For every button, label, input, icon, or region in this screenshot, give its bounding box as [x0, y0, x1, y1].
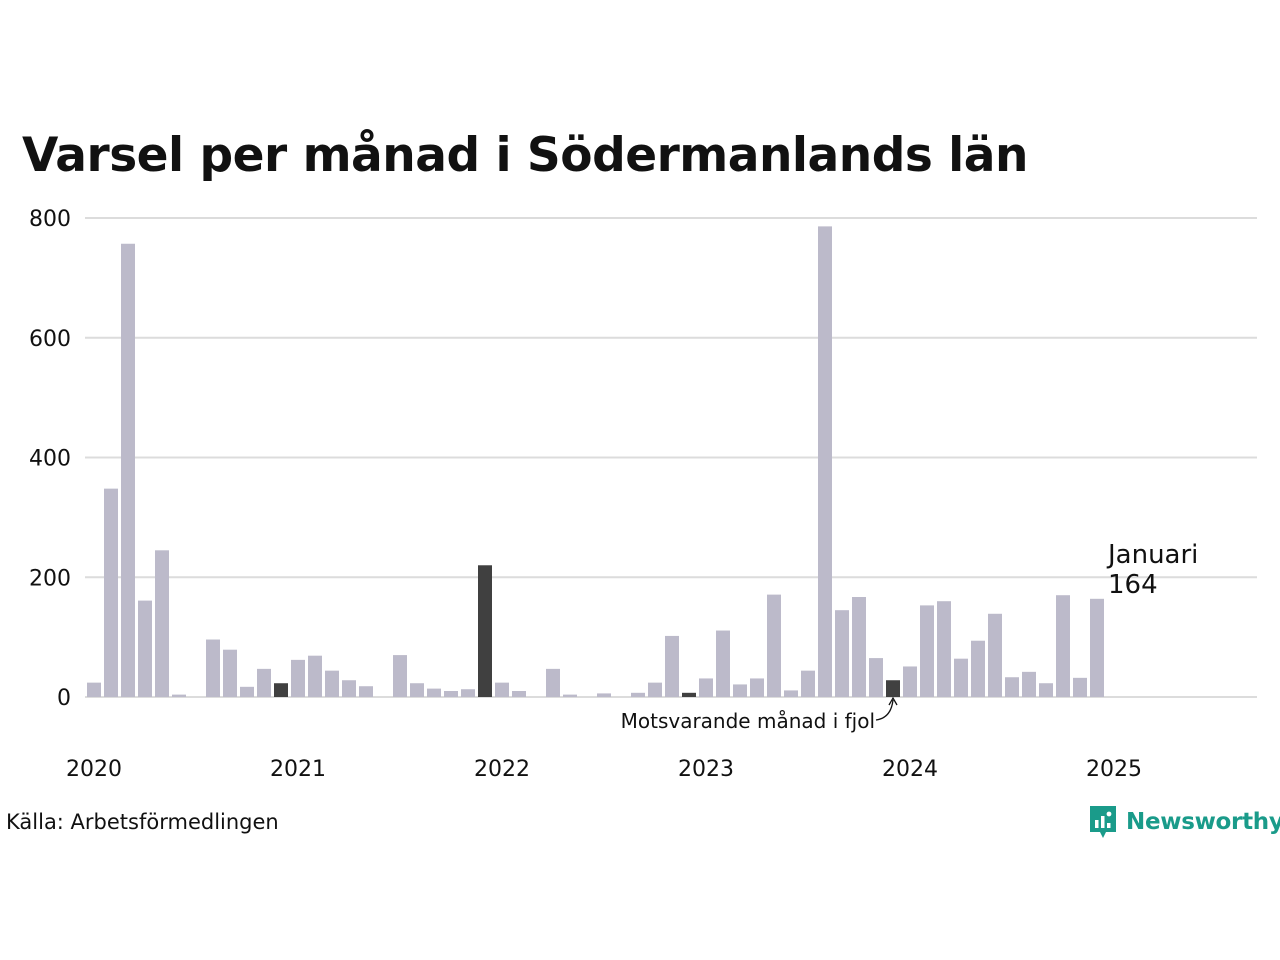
bar-2020-11 — [257, 668, 271, 697]
y-tick-label: 400 — [29, 447, 71, 472]
x-tick-label: 2022 — [474, 757, 530, 782]
bar-2023-04 — [750, 678, 764, 697]
bar-2023-08 — [818, 226, 832, 697]
bar-2024-10 — [1056, 595, 1070, 697]
y-axis-ticks: 0 200 400 600 800 — [29, 207, 71, 711]
bar-2021-12 — [478, 565, 492, 697]
comparison-annotation: Motsvarande månad i fjol — [621, 709, 875, 733]
y-tick-label: 800 — [29, 207, 71, 232]
annotation-arrow — [875, 699, 894, 721]
bar-2024-08 — [1022, 671, 1036, 697]
bar-2024-05 — [971, 640, 985, 697]
bar-2022-09 — [631, 692, 645, 697]
brand-name: Newsworthy — [1126, 809, 1280, 835]
bar-2020-09 — [223, 649, 237, 697]
bar-2020-10 — [240, 686, 254, 697]
bar-2020-08 — [206, 639, 220, 697]
x-axis-ticks: 2020 2021 2022 2023 2024 2025 — [66, 757, 1142, 782]
annotation-arrowhead — [888, 696, 898, 706]
bar-2021-07 — [393, 655, 407, 697]
bar-2024-07 — [1005, 677, 1019, 697]
bar-2022-07 — [597, 693, 611, 697]
newsworthy-logo: Newsworthy — [1088, 804, 1280, 840]
bar-2023-11 — [869, 658, 883, 697]
gridlines — [85, 217, 1257, 698]
x-tick-label: 2025 — [1086, 757, 1142, 782]
x-tick-label: 2024 — [882, 757, 938, 782]
bar-2021-05 — [359, 686, 373, 697]
bar-2024-12 — [1090, 598, 1104, 697]
bar-2023-07 — [801, 670, 815, 697]
x-tick-label: 2021 — [270, 757, 326, 782]
bar-2020-06 — [172, 694, 186, 697]
bar-2023-09 — [835, 610, 849, 697]
y-tick-label: 200 — [29, 566, 71, 591]
bar-2020-04 — [138, 600, 152, 697]
newsworthy-logo-icon — [1090, 806, 1116, 838]
chart-title: Varsel per månad i Södermanlands län — [22, 128, 1028, 183]
bar-2020-12 — [274, 683, 288, 697]
bar-2023-01 — [699, 678, 713, 697]
bar-2022-10 — [648, 682, 662, 697]
bar-2021-02 — [308, 655, 322, 697]
bar-2023-10 — [852, 597, 866, 697]
bar-2021-08 — [410, 683, 424, 697]
highlight-value-label: 164 — [1108, 570, 1158, 600]
bar-2021-11 — [461, 689, 475, 697]
bar-2023-05 — [767, 594, 781, 697]
x-tick-label: 2020 — [66, 757, 122, 782]
bar-2023-06 — [784, 690, 798, 697]
bar-2024-09 — [1039, 683, 1053, 697]
y-tick-label: 0 — [57, 686, 71, 711]
bar-2021-04 — [342, 680, 356, 697]
bar-2024-02 — [920, 605, 934, 697]
bar-2021-10 — [444, 691, 458, 697]
bar-2023-12 — [886, 680, 900, 697]
bar-2020-02 — [104, 488, 118, 697]
bar-2024-01 — [903, 666, 917, 697]
bar-2024-03 — [937, 601, 951, 697]
bar-2023-02 — [716, 630, 730, 697]
bar-2021-01 — [291, 659, 305, 697]
bar-2023-03 — [733, 684, 747, 697]
bar-2022-01 — [495, 682, 509, 697]
bar-chart: 0 200 400 600 800 2020 2021 2022 2023 2024 2025 J… — [29, 207, 1257, 782]
x-tick-label: 2023 — [678, 757, 734, 782]
bar-2022-02 — [512, 691, 526, 697]
y-tick-label: 600 — [29, 327, 71, 352]
bar-2021-09 — [427, 688, 441, 697]
source-note: Källa: Arbetsförmedlingen — [6, 810, 279, 834]
bar-2022-12 — [682, 692, 696, 697]
bar-2020-03 — [121, 243, 135, 697]
bar-2024-11 — [1073, 677, 1087, 697]
bars — [87, 226, 1104, 697]
highlight-month-label: Januari — [1106, 540, 1198, 570]
bar-2022-04 — [546, 668, 560, 697]
bar-2020-05 — [155, 550, 169, 697]
bar-2020-01 — [87, 682, 101, 697]
bar-2022-05 — [563, 694, 577, 697]
bar-2024-04 — [954, 658, 968, 697]
bar-2024-06 — [988, 613, 1002, 697]
bar-2022-11 — [665, 635, 679, 697]
bar-2021-03 — [325, 670, 339, 697]
